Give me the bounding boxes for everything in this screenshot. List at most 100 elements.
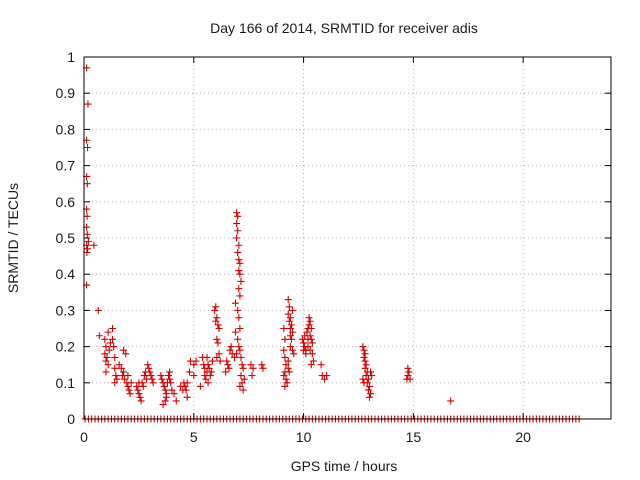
data-point [112, 372, 120, 380]
data-point [309, 357, 317, 365]
data-point [305, 314, 313, 322]
data-point [227, 343, 235, 351]
data-point [233, 220, 241, 228]
y-tick-labels: 0 0.1 0.2 0.3 0.4 0.5 0.6 0.7 0.8 0.9 1 [56, 49, 76, 427]
data-point [124, 372, 132, 380]
data-point [249, 364, 257, 372]
data-point [125, 386, 133, 394]
data-point [282, 375, 290, 383]
data-point [280, 372, 288, 380]
data-point [145, 364, 153, 372]
data-point [213, 314, 221, 322]
data-point [111, 364, 119, 372]
data-point [196, 382, 204, 390]
data-point [237, 372, 245, 380]
x-tick-label: 15 [406, 429, 422, 445]
data-point [233, 209, 241, 217]
data-point [308, 350, 316, 358]
data-point [214, 321, 222, 329]
data-point [136, 393, 144, 401]
data-point [365, 393, 373, 401]
data-point [368, 372, 376, 380]
data-point [144, 361, 152, 369]
data-point [302, 346, 310, 354]
data-point [102, 343, 110, 351]
data-point [106, 339, 114, 347]
data-point [222, 368, 230, 376]
data-point [212, 303, 220, 311]
data-point [289, 306, 297, 314]
data-point [306, 317, 314, 325]
data-point [214, 339, 222, 347]
data-point [168, 386, 176, 394]
x-tick-label: 10 [296, 429, 312, 445]
data-point [235, 256, 243, 264]
data-point [404, 364, 412, 372]
data-point [289, 328, 297, 336]
y-tick-label: 0.8 [56, 121, 76, 137]
data-point [305, 321, 313, 329]
data-point [235, 343, 243, 351]
y-tick-label: 0.2 [56, 339, 76, 355]
data-point [236, 259, 244, 267]
data-point [300, 339, 308, 347]
data-point [185, 368, 193, 376]
data-point [139, 382, 147, 390]
data-point [167, 379, 175, 387]
data-point [284, 296, 292, 304]
data-point [284, 364, 292, 372]
data-point [137, 397, 145, 405]
data-point [147, 372, 155, 380]
y-axis-label: SRMTID / TECUs [5, 183, 21, 293]
data-point [323, 372, 331, 380]
data-point [143, 375, 151, 383]
data-point [361, 350, 369, 358]
y-tick-label: 0.6 [56, 194, 76, 210]
data-point [288, 335, 296, 343]
data-point [258, 361, 266, 369]
x-tick-label: 5 [190, 429, 198, 445]
data-point [360, 346, 368, 354]
data-point [281, 382, 289, 390]
data-point [133, 382, 141, 390]
data-point [161, 397, 169, 405]
data-point [320, 375, 328, 383]
data-point [83, 230, 91, 238]
data-point [170, 390, 178, 398]
data-point [120, 368, 128, 376]
data-point [190, 361, 198, 369]
data-point [367, 390, 375, 398]
data-point [202, 375, 210, 383]
data-point [166, 375, 174, 383]
data-point [158, 375, 166, 383]
data-point [208, 357, 216, 365]
data-point [233, 234, 241, 242]
data-point [361, 357, 369, 365]
data-point [161, 386, 169, 394]
data-point [285, 317, 293, 325]
data-point [205, 364, 213, 372]
data-point [239, 386, 247, 394]
data-point [230, 353, 238, 361]
data-point [204, 379, 212, 387]
data-point [213, 335, 221, 343]
data-point [94, 306, 102, 314]
data-point [216, 357, 224, 365]
data-point [213, 353, 221, 361]
data-point [126, 390, 134, 398]
data-point [165, 372, 173, 380]
data-point [121, 375, 129, 383]
data-point [111, 353, 119, 361]
data-point [134, 386, 142, 394]
data-point [360, 379, 368, 387]
data-point [284, 310, 292, 318]
data-point [235, 314, 243, 322]
data-point [364, 386, 372, 394]
data-point [192, 357, 200, 365]
data-point [162, 393, 170, 401]
data-point [281, 335, 289, 343]
data-point [286, 332, 294, 340]
data-point [232, 299, 240, 307]
data-point [237, 277, 245, 285]
data-point [104, 361, 112, 369]
